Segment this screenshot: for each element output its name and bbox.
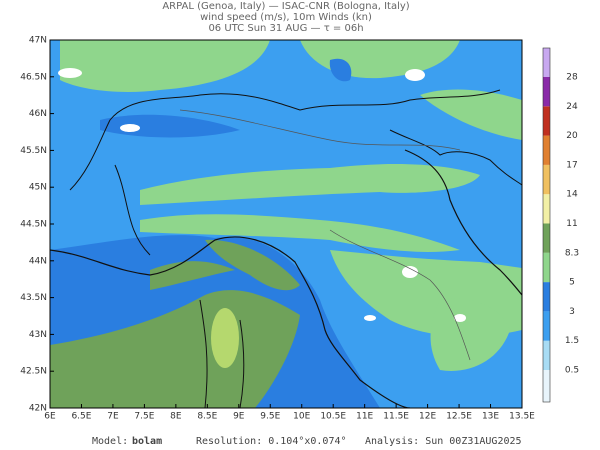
lon-label: 11.5E: [383, 412, 409, 422]
field-region: [60, 40, 270, 92]
colorbar-label: 5: [569, 278, 575, 288]
coastline: [404, 149, 522, 296]
lat-label: 42.5N: [20, 367, 47, 377]
colorbar-segment: [543, 106, 550, 136]
lat-label: 45.5N: [20, 146, 47, 156]
region-border: [179, 109, 461, 151]
lon-label: 8.5E: [197, 412, 217, 422]
lon-label: 6E: [44, 412, 56, 422]
lat-label: 44.5N: [20, 220, 47, 230]
colorbar-segment: [543, 370, 550, 402]
lon-label: 12E: [419, 412, 436, 422]
field-region: [211, 308, 239, 368]
lon-label: 13E: [482, 412, 499, 422]
coastline: [389, 129, 522, 186]
footer-resolution: Resolution: 0.104°x0.074°: [196, 436, 347, 447]
colorbar-segment: [543, 252, 550, 283]
colorbar: 0.5 1.5 3 5 8.3 11 14 17 20 24 28: [542, 47, 579, 403]
footer-label: Model:: [92, 436, 128, 447]
colorbar-label: 24: [566, 102, 578, 112]
field-region: [205, 239, 300, 291]
colorbar-label: 3: [569, 307, 575, 317]
lat-label: 43N: [29, 330, 47, 340]
lon-label: 12.5E: [446, 412, 472, 422]
colorbar-label: 14: [566, 190, 578, 200]
lon-label: 10E: [293, 412, 310, 422]
colorbar-label: 0.5: [565, 366, 579, 376]
lat-label: 45N: [29, 183, 47, 193]
colorbar-segment: [543, 194, 550, 224]
header-line: 06 UTC Sun 31 AUG — τ = 06h: [208, 23, 363, 34]
calm-patch: [405, 69, 425, 81]
header-line: wind speed (m/s), 10m Winds (kn): [200, 12, 372, 23]
colorbar-segment: [543, 77, 550, 107]
colorbar-label: 17: [566, 160, 577, 170]
colorbar-segment: [543, 282, 550, 312]
calm-patch: [58, 68, 82, 78]
lat-label: 47N: [29, 36, 47, 46]
header-line: ARPAL (Genoa, Italy) — ISAC-CNR (Bologna…: [162, 1, 409, 12]
lat-label: 44N: [29, 256, 47, 266]
lat-label: 43.5N: [20, 293, 47, 303]
colorbar-label: 11: [566, 219, 577, 229]
border: [114, 164, 151, 256]
lat-label: 46.5N: [20, 72, 47, 82]
colorbar-segment: [543, 223, 550, 253]
lat-label: 42N: [29, 404, 47, 414]
lat-label: 46N: [29, 109, 47, 119]
colorbar-segment: [543, 48, 550, 77]
calm-patch: [402, 266, 418, 278]
region-border: [329, 229, 471, 361]
lon-label: 8E: [170, 412, 182, 422]
colorbar-label: 1.5: [565, 336, 579, 346]
lon-label: 6.5E: [71, 412, 91, 422]
field-region: [430, 298, 510, 371]
colorbar-frame: [542, 47, 551, 403]
colorbar-label: 28: [566, 73, 578, 83]
field-region: [420, 89, 522, 140]
colorbar-segment: [543, 340, 550, 370]
map: [49, 39, 523, 409]
colorbar-segment: [543, 164, 550, 195]
field-region: [329, 58, 352, 82]
field-region: [140, 214, 460, 252]
calm-patch: [120, 124, 140, 132]
lon-label: 9.5E: [260, 412, 280, 422]
colorbar-segment: [543, 311, 550, 341]
colorbar-label: 8.3: [565, 248, 579, 258]
lon-label: 7E: [107, 412, 119, 422]
coastline: [199, 299, 245, 408]
colorbar-label: 20: [566, 131, 578, 141]
lon-label: 9E: [233, 412, 245, 422]
field-region: [100, 114, 240, 138]
coastline: [50, 236, 411, 408]
lon-label: 11E: [356, 412, 373, 422]
lon-label: 13.5E: [509, 412, 535, 422]
colorbar-segment: [543, 135, 550, 165]
lon-label: 7.5E: [134, 412, 154, 422]
field-region: [50, 290, 300, 408]
field-region: [140, 164, 480, 205]
border: [69, 89, 501, 191]
calm-patch: [454, 314, 466, 322]
calm-patch: [364, 315, 376, 321]
lon-label: 10.5E: [320, 412, 346, 422]
footer-model: bolam: [132, 436, 162, 447]
footer-analysis: Analysis: Sun 00Z31AUG2025: [365, 436, 522, 447]
